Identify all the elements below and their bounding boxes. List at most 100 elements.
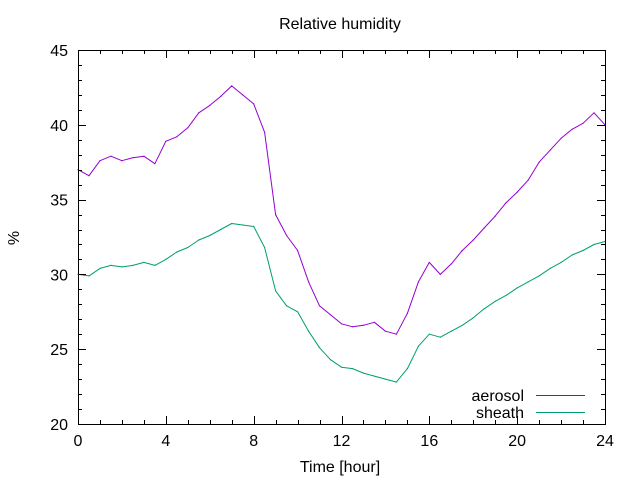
data-point-sheath: [527, 281, 529, 283]
plot-area: [77, 85, 606, 383]
data-point-sheath: [220, 228, 222, 231]
data-point-sheath: [417, 345, 419, 347]
data-point-sheath: [560, 261, 562, 263]
data-point-aerosol: [253, 103, 255, 105]
data-point-sheath: [209, 234, 211, 237]
data-point-sheath: [483, 308, 485, 310]
y-tick-label: 20: [50, 417, 68, 434]
data-point-aerosol: [329, 314, 332, 316]
data-point-sheath: [439, 336, 441, 338]
data-point-sheath: [242, 224, 244, 226]
plot-frame: [78, 50, 606, 425]
data-point-aerosol: [406, 312, 408, 314]
data-point-sheath: [231, 222, 233, 225]
y-tick-label: 40: [50, 118, 68, 135]
data-point-aerosol: [351, 326, 354, 328]
x-tick-label: 20: [508, 433, 526, 450]
data-point-sheath: [406, 368, 408, 370]
data-point-sheath: [428, 333, 430, 335]
data-point-aerosol: [308, 281, 310, 283]
data-point-sheath: [88, 275, 90, 277]
data-point-aerosol: [143, 155, 145, 157]
data-point-aerosol: [505, 202, 507, 204]
data-point-sheath: [494, 300, 496, 302]
data-point-aerosol: [439, 273, 441, 275]
data-point-sheath: [165, 258, 167, 260]
data-point-sheath: [318, 347, 321, 349]
data-point-aerosol: [165, 140, 167, 142]
data-point-sheath: [132, 264, 134, 266]
data-point-aerosol: [417, 281, 419, 283]
data-point-sheath: [395, 381, 397, 383]
data-point-sheath: [582, 249, 584, 252]
data-point-aerosol: [472, 239, 474, 241]
x-tick-label: 16: [420, 433, 438, 450]
data-point-sheath: [297, 311, 299, 313]
data-point-sheath: [253, 225, 255, 228]
data-point-aerosol: [450, 263, 452, 265]
data-point-sheath: [264, 246, 266, 249]
axis-ticks: [78, 50, 606, 425]
y-tick-label: 45: [50, 43, 68, 60]
data-point-aerosol: [373, 321, 375, 323]
series-line-aerosol: [77, 85, 606, 335]
data-point-sheath: [549, 267, 551, 269]
data-point-aerosol: [549, 149, 551, 151]
data-point-aerosol: [593, 112, 595, 114]
data-point-sheath: [176, 251, 178, 253]
y-tick-label: 35: [50, 193, 68, 210]
data-point-aerosol: [527, 179, 529, 181]
data-point-aerosol: [209, 104, 211, 106]
axis-tick-labels: 20 25 30 35 40 45 0 4 8 12 16 20 24: [50, 43, 614, 450]
data-point-sheath: [275, 290, 277, 292]
x-tick-label: 0: [74, 433, 83, 450]
x-tick-label: 24: [596, 433, 614, 450]
x-axis-label: Time [hour]: [300, 459, 380, 476]
data-point-aerosol: [461, 249, 463, 252]
data-point-aerosol: [340, 323, 343, 325]
data-point-sheath: [351, 368, 354, 370]
data-point-sheath: [461, 324, 463, 326]
data-point-sheath: [308, 330, 310, 332]
legend-label-aerosol: aerosol: [472, 388, 524, 405]
data-point-aerosol: [88, 175, 90, 177]
data-point-sheath: [121, 266, 123, 268]
data-point-aerosol: [132, 157, 134, 159]
data-point-sheath: [143, 261, 145, 263]
data-point-aerosol: [286, 234, 288, 237]
data-point-aerosol: [428, 261, 430, 263]
y-axis-label: %: [6, 231, 23, 245]
data-point-sheath: [198, 239, 200, 241]
data-point-aerosol: [318, 305, 321, 307]
data-point-sheath: [286, 305, 288, 307]
data-point-sheath: [187, 246, 189, 249]
data-point-aerosol: [538, 161, 540, 163]
data-point-aerosol: [297, 249, 299, 252]
data-point-sheath: [373, 375, 375, 377]
data-point-aerosol: [187, 127, 189, 129]
series-sheath: [77, 222, 606, 383]
legend-label-sheath: sheath: [476, 405, 524, 422]
data-point-aerosol: [571, 128, 573, 130]
data-point-aerosol: [275, 214, 277, 216]
y-tick-label: 30: [50, 267, 68, 284]
data-point-aerosol: [483, 227, 485, 229]
data-point-sheath: [362, 372, 365, 374]
data-point-aerosol: [384, 330, 386, 332]
chart-title: Relative humidity: [279, 16, 401, 33]
data-point-aerosol: [154, 163, 156, 165]
data-point-aerosol: [99, 160, 101, 162]
data-point-sheath: [450, 330, 452, 332]
data-point-sheath: [99, 267, 101, 269]
data-point-sheath: [505, 294, 507, 296]
data-point-aerosol: [220, 95, 222, 97]
data-point-sheath: [340, 366, 343, 368]
data-point-sheath: [571, 254, 573, 256]
data-point-aerosol: [121, 160, 123, 162]
data-point-sheath: [516, 287, 518, 289]
data-point-sheath: [110, 264, 112, 266]
data-point-sheath: [538, 275, 540, 277]
data-point-aerosol: [176, 136, 178, 138]
